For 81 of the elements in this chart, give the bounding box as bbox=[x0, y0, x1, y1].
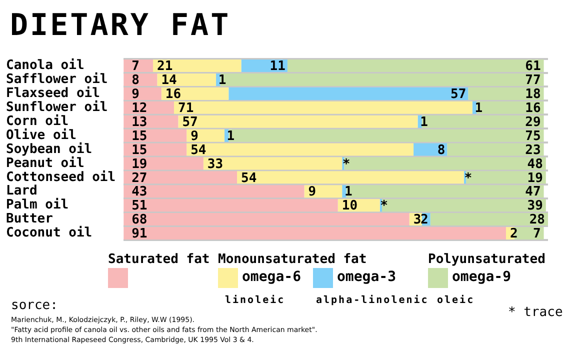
y-tick-label: Cottonseed oil bbox=[6, 170, 116, 185]
data-label: 18 bbox=[525, 87, 541, 102]
data-label: 3 bbox=[413, 212, 422, 228]
data-label: 1 bbox=[420, 114, 428, 130]
y-tick-label: Olive oil bbox=[6, 128, 76, 143]
data-label: 7 bbox=[532, 226, 541, 242]
y-tick-label: Corn oil bbox=[6, 114, 69, 129]
data-label: 54 bbox=[241, 170, 257, 186]
y-tick-label: Safflower oil bbox=[6, 72, 108, 88]
data-label: 68 bbox=[132, 212, 148, 228]
data-label: 43 bbox=[132, 184, 148, 200]
data-label: * bbox=[464, 170, 472, 186]
y-tick-label: Butter bbox=[6, 212, 54, 227]
bar bbox=[216, 73, 220, 86]
data-label: 13 bbox=[132, 114, 148, 130]
data-label: 16 bbox=[525, 101, 541, 116]
text: * trace bbox=[508, 305, 563, 320]
data-label: 1 bbox=[226, 128, 235, 144]
data-label: 2 bbox=[510, 226, 518, 242]
data-label: 9 bbox=[308, 184, 316, 200]
data-label: 7 bbox=[132, 59, 140, 74]
y-tick-label: Flaxseed oil bbox=[6, 86, 100, 102]
data-label: 2 bbox=[420, 212, 428, 228]
data-label: 57 bbox=[450, 87, 466, 102]
bar bbox=[414, 143, 448, 156]
data-label: 39 bbox=[527, 198, 543, 214]
data-label: 19 bbox=[527, 170, 543, 186]
bar bbox=[228, 87, 468, 100]
y-tick-label: Canola oil bbox=[6, 58, 84, 74]
data-label: 57 bbox=[182, 114, 198, 130]
data-label: 10 bbox=[342, 198, 358, 214]
data-label: 54 bbox=[190, 142, 206, 158]
text: linoleic bbox=[225, 295, 286, 306]
data-label: 8 bbox=[437, 142, 446, 158]
data-label: * bbox=[342, 156, 350, 172]
legend-label: omega-3 bbox=[337, 269, 396, 285]
y-tick-label: Peanut oil bbox=[6, 156, 84, 171]
data-label: 9 bbox=[190, 128, 198, 144]
text: Polyunsaturated bbox=[428, 252, 546, 267]
text: sorce: bbox=[11, 298, 58, 313]
data-label: 23 bbox=[525, 142, 541, 158]
y-tick-label: Lard bbox=[6, 184, 38, 199]
data-label: 19 bbox=[132, 156, 148, 172]
data-label: 47 bbox=[525, 184, 541, 200]
data-label: 51 bbox=[132, 198, 148, 214]
data-label: 21 bbox=[156, 59, 173, 74]
text: alpha-linolenic bbox=[316, 295, 429, 306]
bar bbox=[418, 115, 422, 128]
data-label: 15 bbox=[132, 128, 148, 144]
data-label: 8 bbox=[132, 73, 140, 88]
bar bbox=[342, 185, 346, 198]
y-tick-label: Sunflower oil bbox=[6, 100, 108, 116]
legend-label: omega-9 bbox=[452, 269, 512, 285]
data-label: 91 bbox=[132, 226, 148, 242]
data-label: 15 bbox=[132, 142, 148, 158]
series-label: Saturated fat bbox=[108, 252, 210, 267]
text: oleic bbox=[437, 295, 475, 306]
data-label: 27 bbox=[132, 170, 148, 186]
data-label: 1 bbox=[344, 184, 352, 200]
data-label: 1 bbox=[218, 73, 226, 88]
data-label: 9 bbox=[132, 87, 140, 102]
data-label: 48 bbox=[527, 156, 544, 172]
text: Monounsaturated fat bbox=[218, 252, 367, 267]
legend-label: omega-6 bbox=[242, 269, 302, 285]
data-label: 33 bbox=[207, 156, 224, 172]
y-tick-label: Palm oil bbox=[6, 198, 69, 213]
data-label: 61 bbox=[525, 59, 541, 74]
data-label: 28 bbox=[529, 212, 546, 228]
y-tick-label: Coconut oil bbox=[6, 226, 92, 241]
data-label: 14 bbox=[161, 73, 178, 88]
data-label: 16 bbox=[165, 87, 182, 102]
data-label: * bbox=[380, 198, 388, 214]
data-label: 1 bbox=[474, 101, 483, 116]
data-label: 77 bbox=[525, 73, 541, 88]
y-tick-label: Soybean oil bbox=[6, 142, 92, 157]
data-label: 75 bbox=[525, 128, 541, 144]
data-label: 29 bbox=[525, 114, 541, 130]
data-label: 71 bbox=[178, 101, 194, 116]
chart-title: DIETARY FAT bbox=[10, 8, 231, 43]
data-label: 12 bbox=[132, 101, 148, 116]
data-label: 11 bbox=[270, 59, 286, 74]
